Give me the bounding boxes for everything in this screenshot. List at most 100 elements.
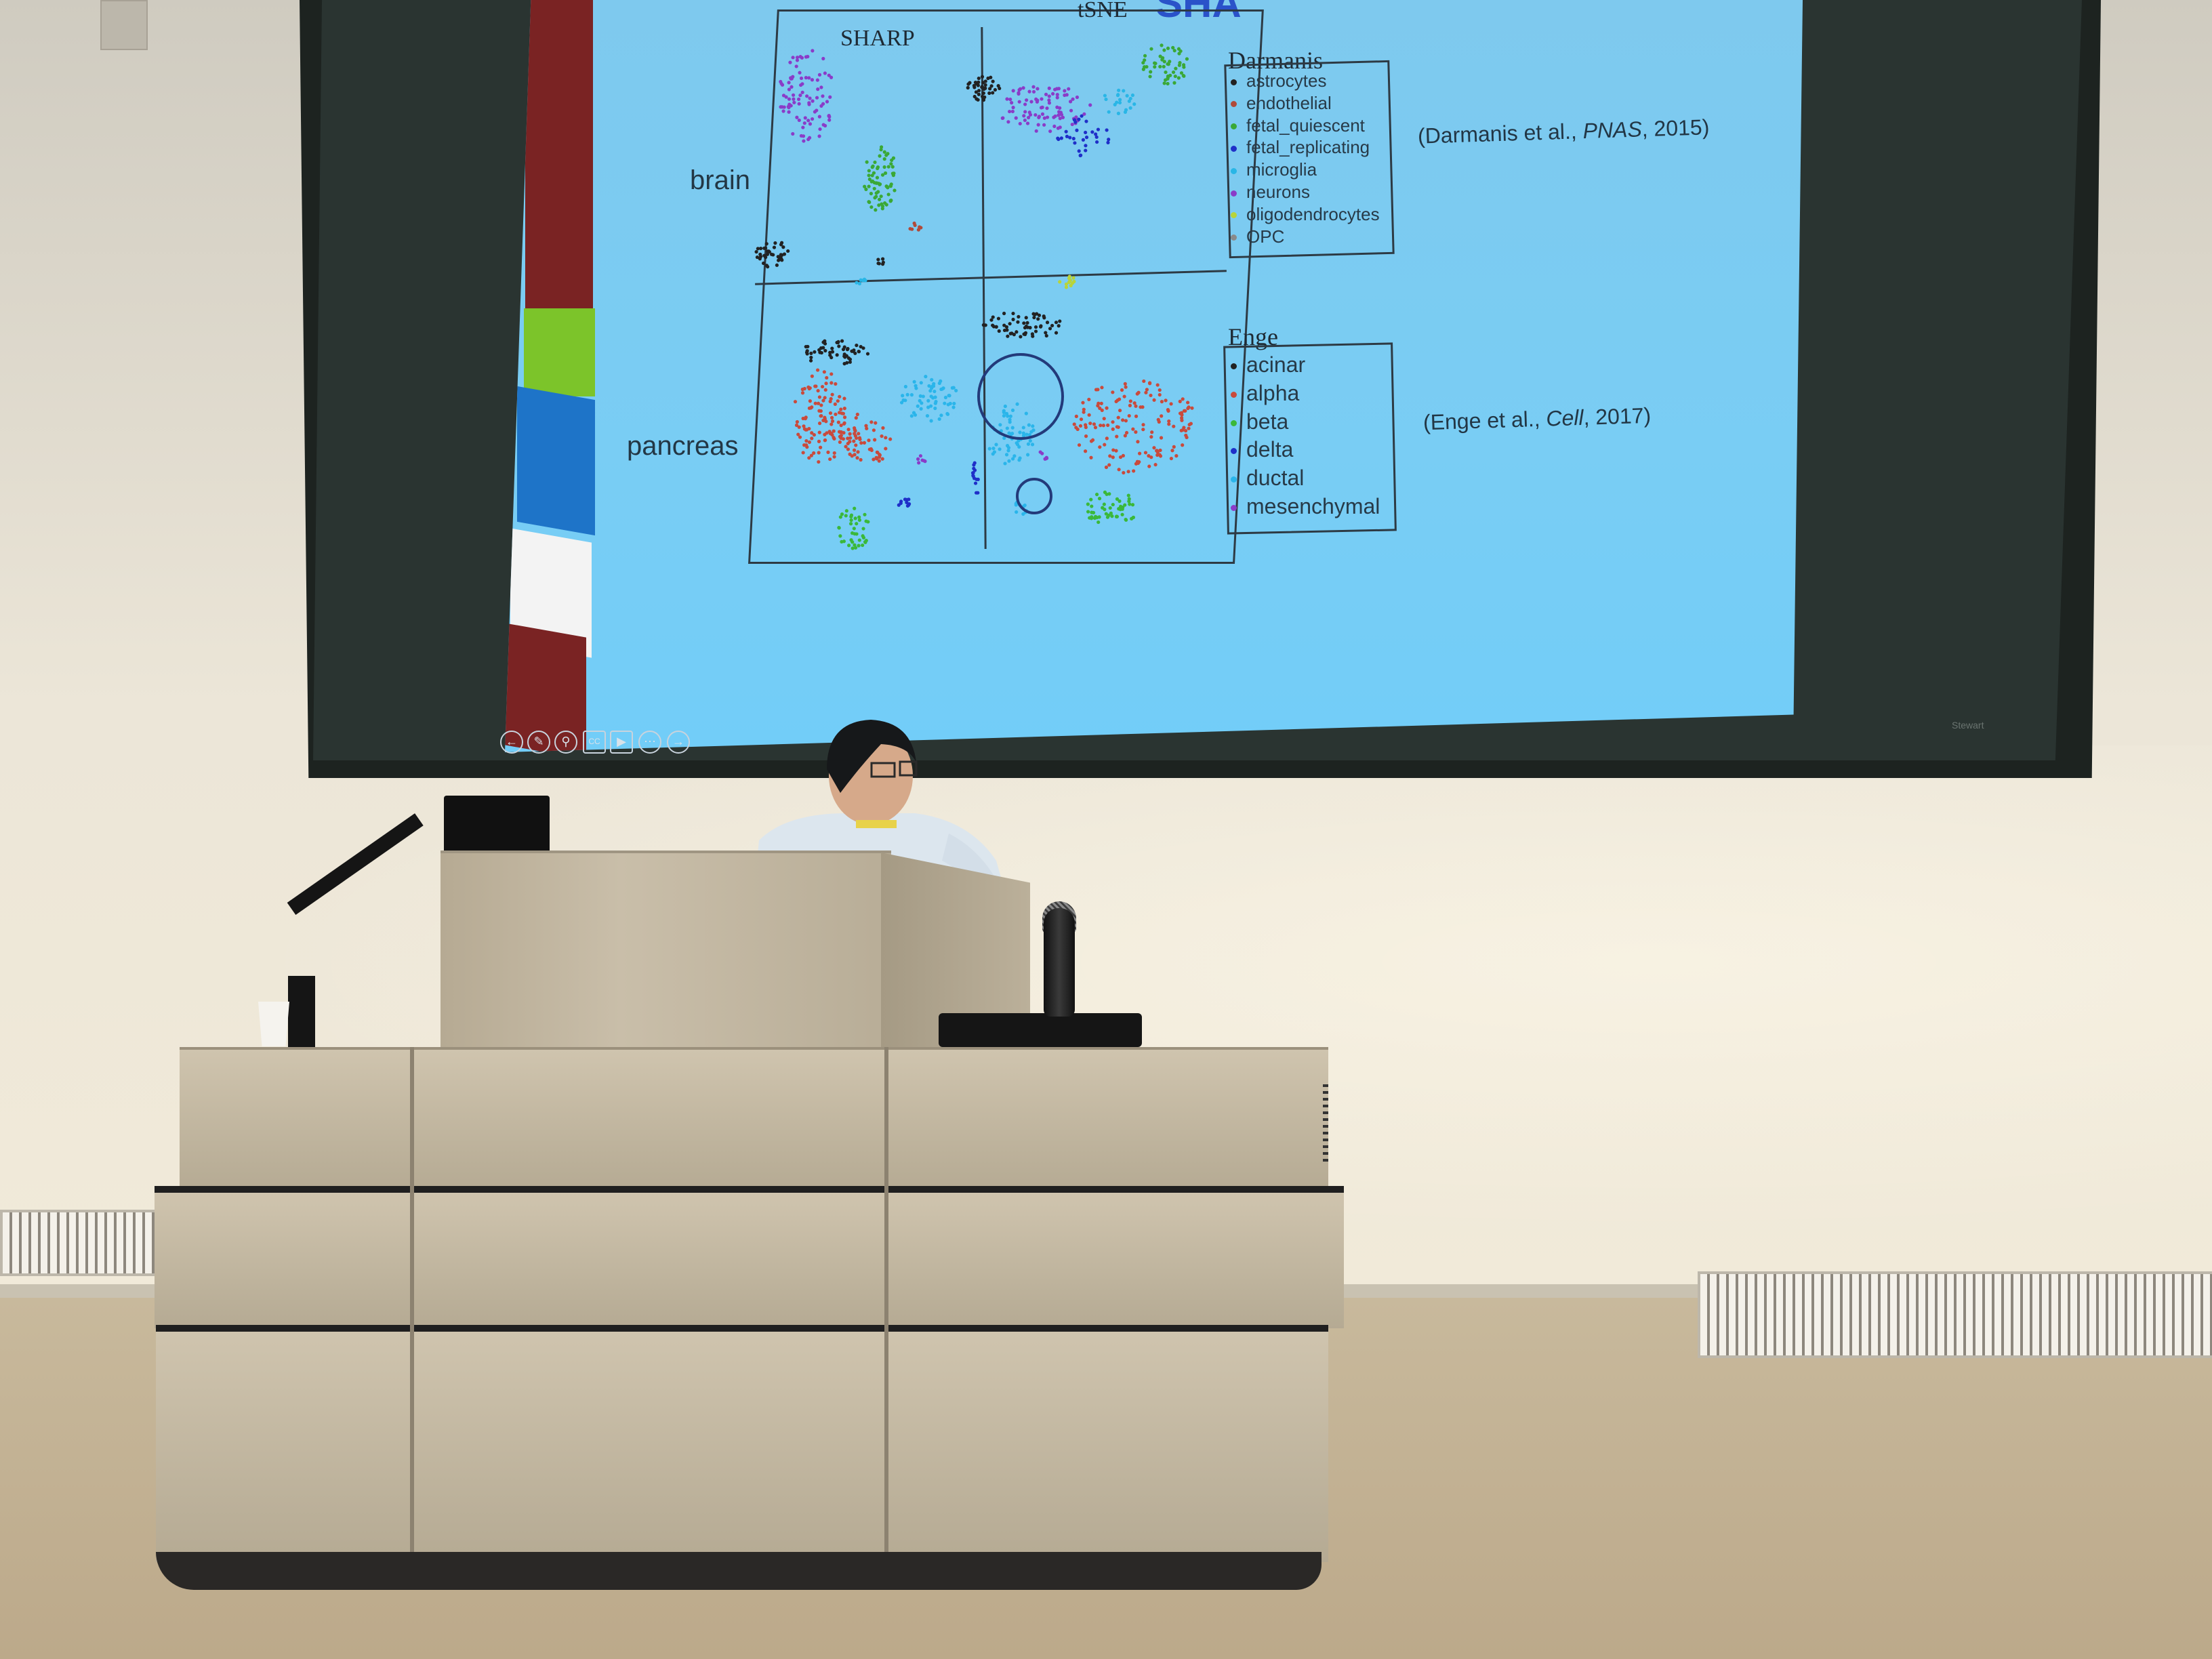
- scatter-point: [943, 401, 947, 405]
- scatter-point: [1016, 320, 1020, 324]
- scatter-point: [877, 459, 881, 463]
- scatter-point: [1042, 314, 1046, 319]
- scatter-point: [827, 114, 831, 118]
- scatter-point: [972, 83, 977, 87]
- scatter-point: [976, 83, 980, 87]
- scatter-point: [1103, 94, 1107, 98]
- legend-title-darmanis: Darmanis: [1228, 47, 1323, 74]
- zoom-icon[interactable]: ⚲: [554, 731, 577, 754]
- scatter-point: [787, 81, 791, 85]
- scatter-point: [1101, 424, 1105, 428]
- scatter-point: [851, 531, 855, 535]
- scatter-point: [888, 199, 893, 203]
- scatter-point: [833, 402, 837, 406]
- scatter-point: [848, 452, 852, 456]
- scatter-point: [1150, 430, 1154, 434]
- scatter-point: [981, 86, 985, 90]
- scatter-point: [903, 497, 907, 501]
- scatter-point: [1086, 510, 1090, 514]
- scatter-point: [1111, 390, 1115, 394]
- scatter-point: [1069, 108, 1073, 112]
- scatter-point: [787, 110, 791, 114]
- scatter-point: [1128, 399, 1132, 403]
- scatter-point: [928, 404, 933, 408]
- scatter-point: [1121, 418, 1125, 422]
- scatter-point: [1029, 100, 1033, 104]
- scatter-point: [876, 190, 880, 194]
- scatter-point: [1167, 422, 1171, 426]
- scatter-point: [1067, 87, 1071, 91]
- scatter-point: [840, 512, 844, 516]
- legend-label: mesenchymal: [1246, 494, 1380, 518]
- scatter-point: [1082, 410, 1086, 414]
- scatter-point: [867, 177, 872, 182]
- scatter-point: [1032, 312, 1036, 316]
- scatter-point: [836, 420, 840, 424]
- scatter-point: [981, 323, 985, 327]
- prev-icon[interactable]: ←: [500, 731, 523, 754]
- scatter-point: [816, 87, 820, 91]
- scatter-point: [1124, 518, 1128, 522]
- scatter-point: [842, 354, 846, 359]
- scatter-point: [1002, 311, 1006, 316]
- scatter-point: [1110, 514, 1114, 518]
- scatter-point: [1170, 449, 1174, 453]
- scatter-point: [880, 202, 884, 206]
- scatter-point: [1059, 136, 1063, 140]
- scatter-point: [1011, 89, 1015, 93]
- scatter-point: [1108, 506, 1112, 510]
- scatter-point: [1021, 86, 1025, 90]
- scatter-point: [819, 414, 823, 418]
- scatter-point: [1023, 325, 1027, 330]
- more-icon[interactable]: ⋯: [638, 731, 661, 754]
- scatter-point: [1027, 89, 1031, 94]
- scatter-point: [1181, 443, 1185, 447]
- next-icon[interactable]: →: [667, 731, 690, 754]
- legend-label: beta: [1246, 409, 1289, 434]
- scatter-point: [813, 350, 817, 354]
- scatter-point: [1080, 114, 1084, 118]
- scatter-point: [832, 451, 836, 455]
- scatter-point: [926, 405, 930, 409]
- scatter-point: [853, 516, 857, 520]
- pen-icon[interactable]: ✎: [527, 731, 550, 754]
- scatter-point: [839, 424, 843, 428]
- slide-stripe-blue: [517, 386, 595, 536]
- scatter-point: [1106, 140, 1110, 144]
- scatter-point: [1111, 502, 1115, 507]
- legend-title-enge: Enge: [1228, 323, 1278, 350]
- scatter-point: [806, 119, 811, 123]
- scatter-point: [773, 241, 777, 245]
- scatter-point: [1045, 106, 1049, 110]
- scatter-point: [1107, 463, 1111, 467]
- scatter-point: [1092, 516, 1097, 520]
- legend-swatch: [1231, 79, 1237, 85]
- scatter-point: [798, 94, 802, 98]
- scatter-point: [1036, 123, 1040, 127]
- scatter-point: [1081, 401, 1085, 405]
- scatter-point: [832, 455, 836, 459]
- scatter-point: [1044, 457, 1048, 461]
- legend-label: oligodendrocytes: [1246, 203, 1380, 224]
- scatter-point: [1118, 409, 1122, 413]
- legend-label: fetal_replicating: [1246, 137, 1370, 158]
- scatter-point: [1056, 136, 1060, 140]
- scatter-point: [808, 96, 812, 100]
- scatter-point: [1086, 502, 1090, 506]
- scatter-point: [878, 455, 882, 459]
- scatter-point: [830, 346, 834, 350]
- cc-icon[interactable]: CC: [583, 731, 606, 754]
- camera-icon[interactable]: ▶: [610, 731, 633, 754]
- scatter-point: [754, 249, 758, 254]
- scatter-point: [817, 459, 821, 464]
- scatter-point: [901, 394, 905, 398]
- scatter-point: [909, 414, 914, 418]
- scatter-point: [1094, 135, 1099, 139]
- scatter-point: [1015, 330, 1019, 334]
- scatter-point: [1164, 78, 1168, 82]
- scatter-point: [981, 81, 985, 85]
- scatter-point: [933, 389, 937, 394]
- legend-swatch: [1231, 123, 1237, 130]
- scatter-point: [897, 503, 901, 507]
- scatter-point: [1117, 397, 1122, 401]
